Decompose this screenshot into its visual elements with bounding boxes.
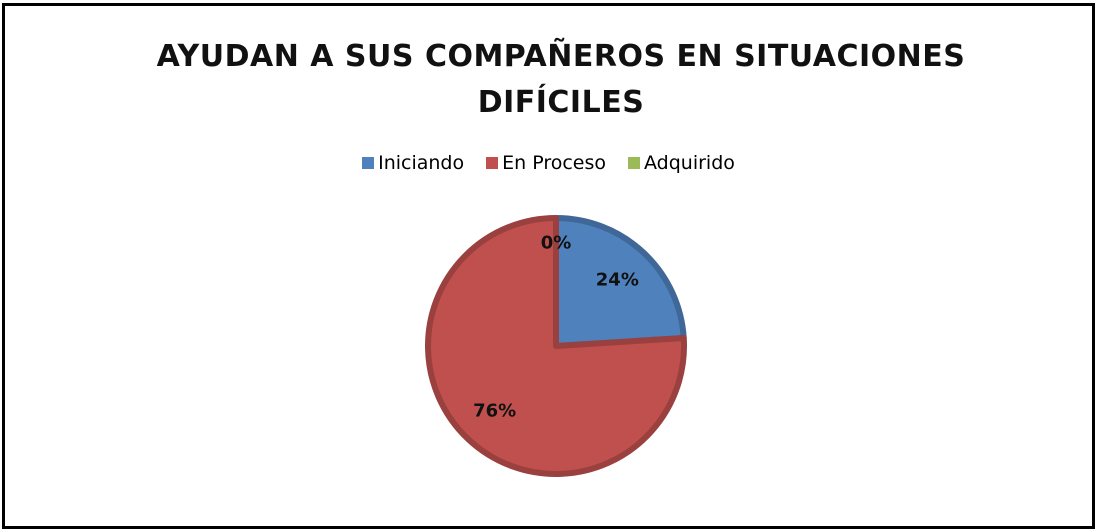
legend-swatch — [628, 157, 641, 169]
chart-frame: AYUDAN A SUS COMPAÑEROS EN SITUACIONES D… — [2, 3, 1095, 529]
data-label: 24% — [596, 270, 639, 291]
chart: 24% 76% 0% — [425, 215, 687, 477]
legend-entry: En Proceso — [486, 152, 606, 174]
legend-entry: Iniciando — [362, 152, 464, 174]
chart-title: AYUDAN A SUS COMPAÑEROS EN SITUACIONES D… — [156, 39, 966, 120]
legend-label: En Proceso — [502, 152, 607, 174]
pie-slice — [553, 215, 687, 349]
legend-swatch — [486, 157, 499, 169]
data-label: 0% — [541, 233, 572, 254]
legend-label: Adquirido — [644, 152, 735, 174]
pie-slice — [425, 215, 687, 477]
data-label: 76% — [473, 400, 516, 421]
legend-label: Iniciando — [378, 152, 465, 174]
legend-entry: Adquirido — [628, 152, 735, 174]
legend: Iniciando En Proceso Adquirido — [5, 152, 1092, 174]
legend-swatch — [362, 157, 375, 169]
page: AYUDAN A SUS COMPAÑEROS EN SITUACIONES D… — [2, 3, 1095, 529]
